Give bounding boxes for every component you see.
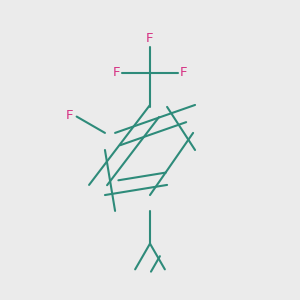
- Text: F: F: [112, 66, 120, 79]
- Text: F: F: [66, 109, 74, 122]
- Text: F: F: [146, 32, 154, 45]
- Text: F: F: [180, 66, 188, 79]
